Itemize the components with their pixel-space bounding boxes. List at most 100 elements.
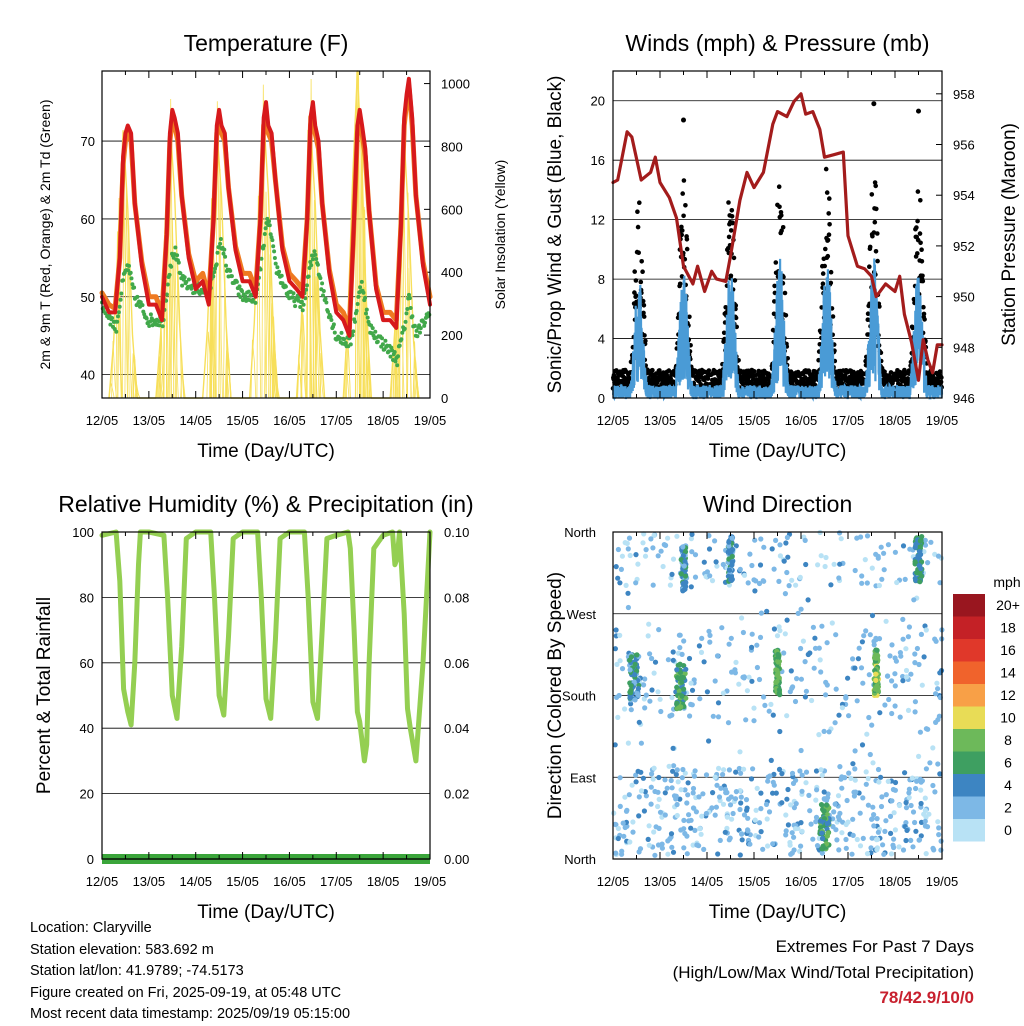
direction-point <box>798 606 804 612</box>
direction-point <box>917 538 924 544</box>
direction-point <box>690 785 697 792</box>
winds-ytick-label: 8 <box>598 272 605 287</box>
humidity-ytick-label: 0 <box>87 852 94 867</box>
colorbar-label: 10 <box>1000 710 1016 726</box>
temperature-xtick-label: 14/05 <box>179 413 212 428</box>
gust-point <box>728 228 734 233</box>
temperature-ytick-right-label: 200 <box>441 328 463 343</box>
direction-point <box>632 697 638 703</box>
direction-point <box>669 785 675 791</box>
dewpoint-point <box>373 329 378 334</box>
dewpoint-point <box>397 343 402 348</box>
gust-point <box>865 311 871 317</box>
direction-point <box>674 801 680 808</box>
direction-point <box>683 695 689 701</box>
direction-point <box>681 817 687 824</box>
dewpoint-point <box>306 274 311 279</box>
dewpoint-point <box>380 336 384 341</box>
direction-point <box>892 827 899 833</box>
direction-point <box>652 659 659 665</box>
direction-point <box>651 670 657 676</box>
humidity-xtick-label: 19/05 <box>414 874 447 889</box>
direction-point <box>870 760 876 766</box>
direction-point <box>937 670 943 676</box>
colorbar-swatch <box>953 639 985 662</box>
direction-point <box>691 677 697 683</box>
dewpoint-point <box>364 311 368 316</box>
colorbar-label: 4 <box>1004 777 1012 793</box>
dewpoint-point <box>312 249 317 254</box>
direction-point <box>867 632 873 638</box>
colorbar-swatch <box>953 706 985 729</box>
direction-point <box>670 649 676 655</box>
direction-point <box>803 780 809 786</box>
direction-point <box>729 553 735 560</box>
direction-point <box>768 701 774 708</box>
direction-point <box>684 851 690 857</box>
direction-point <box>938 847 944 853</box>
direction-point <box>682 558 688 565</box>
gust-point <box>687 314 692 320</box>
direction-point <box>908 802 914 809</box>
direction-point <box>656 796 662 803</box>
direction-point <box>728 635 734 641</box>
direction-point <box>693 809 700 815</box>
temp-2m-line <box>100 76 432 338</box>
dewpoint-point <box>160 324 165 329</box>
direction-xtick-label: 14/05 <box>691 874 724 889</box>
dewpoint-point <box>423 320 427 325</box>
direction-point <box>873 677 879 684</box>
direction-point <box>886 696 892 703</box>
dewpoint-point <box>403 319 408 324</box>
direction-point <box>688 825 694 831</box>
direction-point <box>712 774 718 780</box>
direction-point <box>688 817 694 823</box>
gust-point <box>867 264 872 270</box>
direction-point <box>681 686 687 692</box>
direction-point <box>915 553 921 559</box>
direction-point <box>722 786 729 793</box>
direction-point <box>643 692 649 698</box>
direction-point <box>923 766 930 772</box>
dewpoint-point <box>314 257 319 261</box>
direction-point <box>648 784 654 790</box>
dewpoint-point <box>321 293 325 298</box>
direction-point <box>736 765 742 772</box>
recent-timestamp: Most recent data timestamp: 2025/09/19 0… <box>30 1006 351 1022</box>
dewpoint-point <box>343 341 348 345</box>
colorbar-title: mph <box>993 574 1020 590</box>
direction-point <box>682 573 689 579</box>
direction-point <box>935 761 941 767</box>
gust-point <box>641 314 647 319</box>
winds-ytick-right-label: 952 <box>953 239 975 254</box>
gust-point <box>706 368 712 373</box>
direction-point <box>662 812 668 818</box>
gust-point <box>684 237 690 242</box>
direction-point <box>756 834 762 840</box>
direction-point <box>879 794 885 800</box>
direction-point <box>798 676 805 682</box>
dewpoint-point <box>215 250 220 255</box>
direction-point <box>611 810 617 816</box>
direction-point <box>887 653 893 659</box>
direction-point <box>897 714 903 720</box>
gust-point <box>920 273 925 279</box>
direction-point <box>913 785 919 792</box>
solar-spike <box>168 98 175 399</box>
direction-point <box>665 535 671 541</box>
direction-point <box>828 582 834 588</box>
direction-point <box>636 813 642 819</box>
gust-point <box>657 368 662 373</box>
gust-point <box>679 274 685 279</box>
gust-point <box>679 224 684 230</box>
direction-point <box>614 661 620 668</box>
dewpoint-point <box>224 263 228 268</box>
direction-point <box>733 659 739 666</box>
direction-point <box>821 728 827 735</box>
direction-frame <box>612 531 943 860</box>
direction-point <box>894 579 900 586</box>
direction-point <box>892 671 898 677</box>
direction-point <box>635 686 642 692</box>
direction-xtick-label: 13/05 <box>644 874 677 889</box>
direction-point <box>873 637 879 643</box>
